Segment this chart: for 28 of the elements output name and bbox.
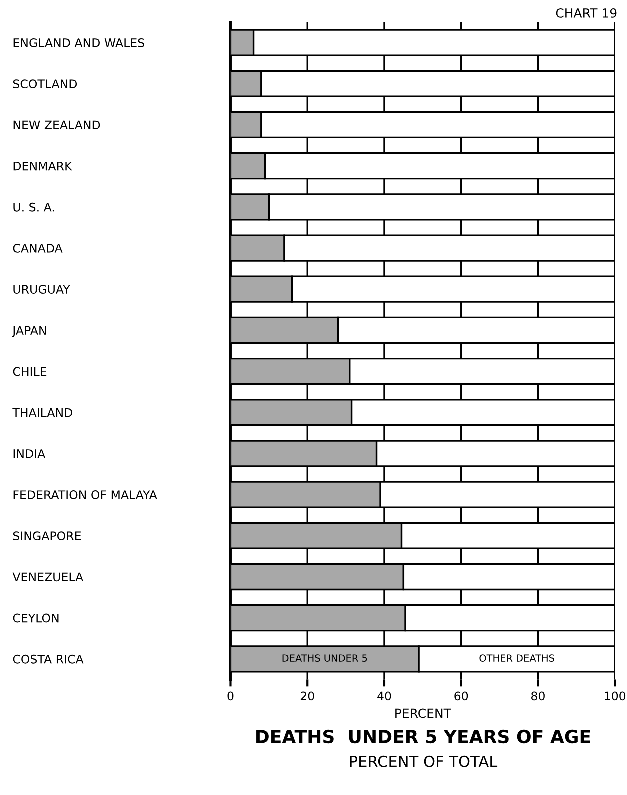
text: PERCENT OF TOTAL [350, 756, 498, 768]
y-tick-label: URUGUAY [14, 285, 70, 294]
y-tick-label: CHILE [13, 367, 47, 376]
series-label: OTHER DEATHS [480, 654, 554, 662]
y-tick-label: THAILAND [12, 408, 72, 418]
y-tick-label: CEYLON [13, 614, 59, 623]
y-tick-label: U. S. A. [14, 202, 54, 212]
caption: CHART 19 [556, 8, 617, 18]
x-tick-label: 60 [454, 692, 468, 701]
y-tick-label: VENEZUELA [12, 572, 84, 582]
x-axis-title: PERCENT [396, 708, 452, 718]
text: DEATHS UNDER 5 YEARS OF AGE [256, 730, 590, 744]
y-tick-label: JAPAN [12, 326, 46, 338]
x-tick-label: 0 [228, 692, 234, 701]
y-tick-label: DENMARK [14, 162, 73, 171]
x-tick-label: 80 [532, 692, 545, 701]
y-tick-label: NEW ZEALAND [14, 120, 100, 130]
y-tick-label: SINGAPORE [13, 532, 82, 541]
y-tick-label: COSTA RICA [13, 654, 84, 664]
y-tick-label: CANADA [13, 244, 63, 253]
series-label: DEATHS UNDER 5 [282, 654, 368, 662]
y-tick-label: INDIA [14, 450, 46, 458]
x-tick-label: 40 [378, 692, 392, 701]
y-tick-label: FEDERATION OF MALAYA [14, 490, 158, 500]
x-tick-label: 100 [605, 692, 626, 701]
y-tick-label: ENGLAND AND WALES [14, 38, 144, 48]
y-tick-label: SCOTLAND [13, 80, 78, 89]
x-tick-label: 20 [300, 692, 314, 701]
